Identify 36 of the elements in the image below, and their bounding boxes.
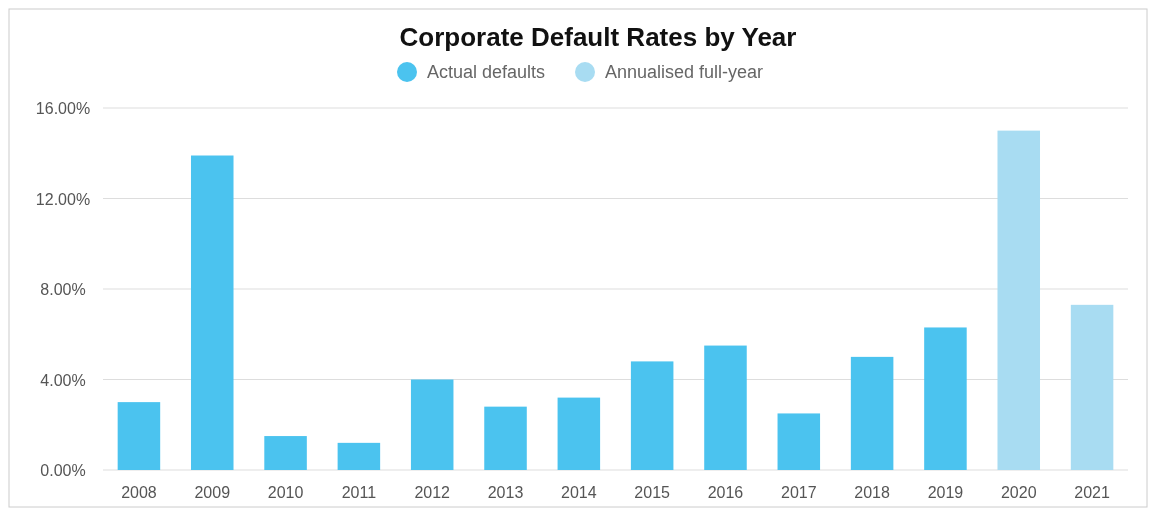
x-tick-label: 2013 [487,484,524,501]
y-tick-label: 4.00% [40,371,86,389]
y-tick-label: 0.00% [40,462,86,479]
bar [264,436,307,470]
bar [117,402,161,470]
x-tick-label: 2017 [781,484,817,501]
y-tick-label: 16.00% [35,100,91,117]
bar [777,413,821,470]
x-tick-label: 2018 [854,484,891,501]
bar [997,130,1041,470]
bar [557,397,601,470]
bar [484,406,527,470]
x-tick-label: 2008 [121,484,157,501]
x-tick-label: 2011 [341,484,377,501]
y-tick-label: 8.00% [40,281,86,298]
x-tick-label: 2021 [1074,484,1110,501]
y-tick-label: 12.00% [35,190,91,208]
bar [1070,304,1114,470]
bar [337,442,381,470]
x-tick-label: 2012 [414,484,451,501]
bar [190,155,234,470]
x-tick-label: 2010 [267,484,304,501]
x-tick-label: 2016 [707,484,744,501]
bar [924,327,967,470]
x-tick-label: 2019 [927,484,964,501]
bar [630,361,674,470]
bar [850,356,894,470]
x-tick-label: 2009 [194,484,231,501]
legend-label: Annualised full-year [605,62,764,82]
x-tick-label: 2014 [561,484,597,501]
x-tick-label: 2020 [1000,484,1037,501]
bar [704,345,747,470]
bar [410,379,454,470]
legend-label: Actual defaults [427,62,546,82]
chart-title: Corporate Default Rates by Year [399,22,797,52]
x-tick-label: 2015 [634,484,671,501]
